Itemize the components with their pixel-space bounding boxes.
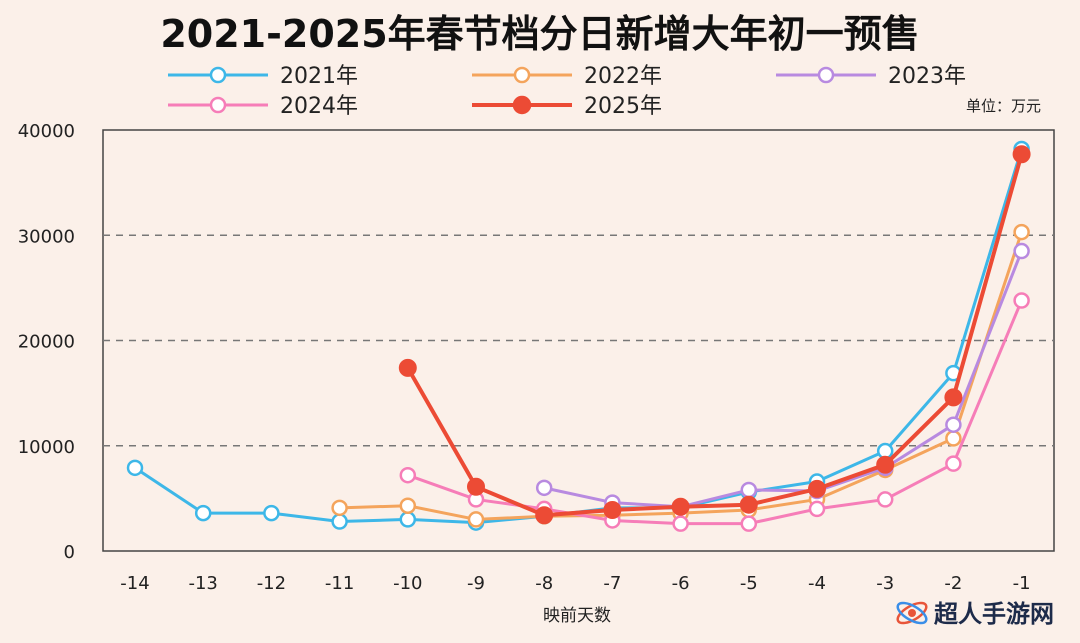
series-5 xyxy=(398,145,1031,525)
data-point xyxy=(194,504,212,522)
data-point xyxy=(1012,145,1031,164)
series-line xyxy=(338,230,1024,521)
data-point xyxy=(603,500,622,519)
legend-swatch-marker xyxy=(817,66,835,84)
data-point xyxy=(671,497,690,516)
series-line xyxy=(405,152,1024,518)
legend-label: 2024年 xyxy=(280,94,358,119)
x-tick-label: -14 xyxy=(120,573,149,594)
x-tick-label: -7 xyxy=(603,573,621,594)
y-tick-label: 0 xyxy=(64,542,75,563)
data-point xyxy=(1013,223,1030,241)
legend-swatch-marker xyxy=(513,66,531,84)
legend: 2021年 2022年 2023年 2024年 2025年 xyxy=(168,64,966,119)
data-point xyxy=(467,511,485,528)
data-point xyxy=(739,495,758,514)
x-tick-label: -6 xyxy=(672,573,690,594)
legend-item: 2024年 xyxy=(168,94,358,119)
data-point xyxy=(331,499,348,517)
legend-label: 2022年 xyxy=(584,64,662,89)
unit-label: 单位：万元 xyxy=(966,97,1041,115)
data-point xyxy=(263,504,280,522)
data-point xyxy=(535,506,554,525)
x-tick-label: -8 xyxy=(535,573,553,594)
data-point xyxy=(876,455,895,474)
data-point xyxy=(876,491,894,508)
x-tick-label: -13 xyxy=(188,573,217,594)
watermark-text: 超人手游网 xyxy=(934,600,1054,628)
plot-area: 0 10000 20000 30000 40000 -14 -13 -12 -11 -10 -9 -8… xyxy=(18,121,1055,594)
data-point xyxy=(740,481,758,499)
x-tick-label: -3 xyxy=(876,573,894,594)
data-point xyxy=(399,511,417,528)
legend-item: 2023年 xyxy=(776,64,966,89)
legend-label: 2023年 xyxy=(888,64,966,89)
y-tick-label: 10000 xyxy=(18,437,75,458)
data-point xyxy=(535,479,553,497)
series-2 xyxy=(331,223,1030,528)
y-tick-label: 40000 xyxy=(18,121,75,142)
data-point xyxy=(398,358,417,377)
legend-item: 2021年 xyxy=(168,64,358,89)
data-point xyxy=(1013,292,1030,309)
series-4 xyxy=(399,292,1030,532)
x-tick-label: -5 xyxy=(740,573,758,594)
y-tick-label: 20000 xyxy=(18,332,75,353)
data-point xyxy=(945,455,962,472)
series-1 xyxy=(126,140,1030,531)
watermark-logo-icon xyxy=(896,601,928,625)
data-point xyxy=(808,479,826,498)
legend-swatch-marker xyxy=(209,66,227,84)
x-tick-label: -11 xyxy=(325,573,354,594)
x-tick-label: -9 xyxy=(467,573,485,594)
data-point xyxy=(399,497,417,514)
data-point xyxy=(945,430,962,447)
legend-label: 2025年 xyxy=(584,94,662,119)
legend-swatch-marker xyxy=(209,96,227,114)
x-tick-label: -12 xyxy=(257,573,286,594)
legend-swatch-marker xyxy=(512,95,532,115)
x-tick-label: -10 xyxy=(393,573,422,594)
legend-item: 2025年 xyxy=(472,94,662,119)
x-tick-label: -1 xyxy=(1013,573,1031,594)
data-point xyxy=(672,515,689,532)
data-point xyxy=(1013,242,1030,260)
data-point xyxy=(808,500,826,518)
data-point xyxy=(126,459,144,477)
data-point xyxy=(945,416,962,433)
chart-title: 2021-2025年春节档分日新增大年初一预售 xyxy=(160,12,919,56)
x-tick-label: -4 xyxy=(808,573,826,594)
x-tick-label: -2 xyxy=(944,573,962,594)
y-tick-label: 30000 xyxy=(18,226,75,247)
series-line xyxy=(542,249,1024,509)
legend-label: 2021年 xyxy=(280,64,358,89)
data-point xyxy=(331,513,348,530)
series-line xyxy=(406,299,1024,526)
x-axis-label: 映前天数 xyxy=(543,606,611,626)
data-point xyxy=(399,466,417,484)
data-point xyxy=(944,388,963,407)
legend-item: 2022年 xyxy=(472,64,662,89)
data-point xyxy=(740,515,758,532)
data-point xyxy=(467,477,485,496)
watermark: 超人手游网 xyxy=(896,600,1054,628)
